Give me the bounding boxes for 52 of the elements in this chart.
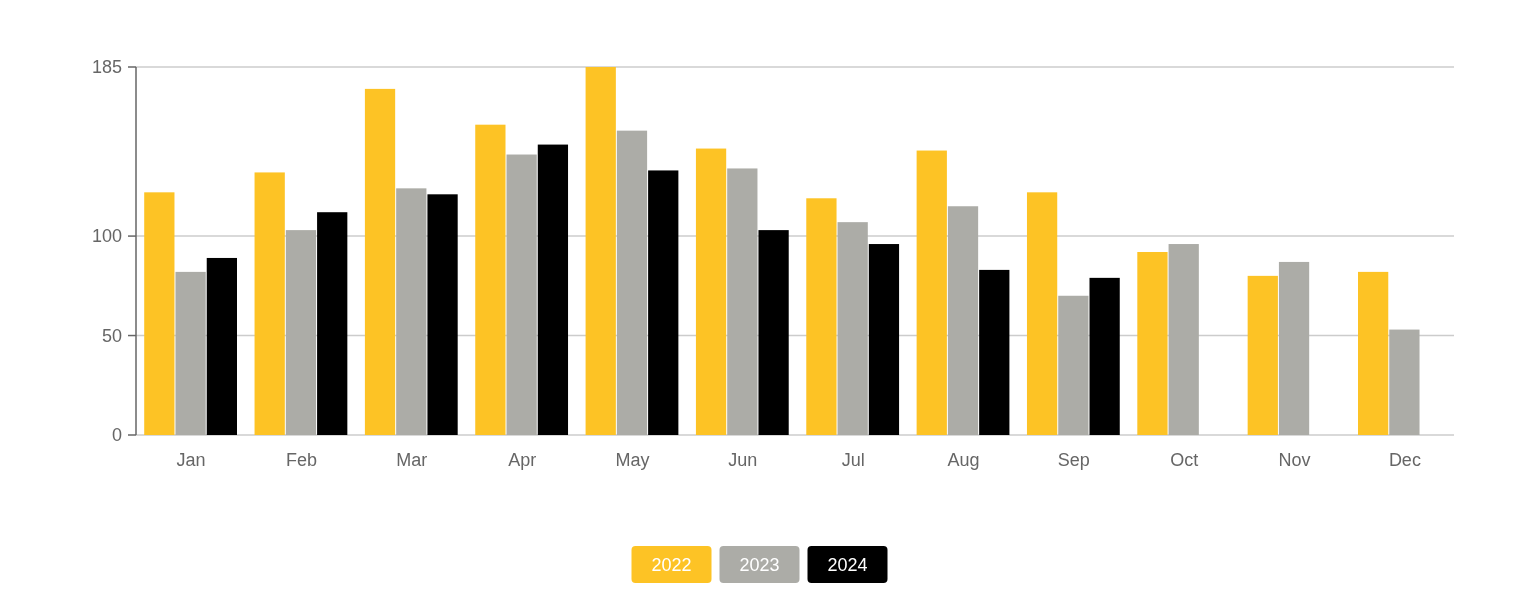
bar [1278, 261, 1310, 435]
y-tick-label: 185 [91, 57, 122, 78]
bar [585, 67, 616, 435]
bar [506, 154, 537, 435]
x-tick-label: Aug [947, 450, 980, 470]
bar [616, 130, 648, 435]
text: 2022 [651, 555, 692, 576]
bar [1358, 271, 1389, 435]
bar [285, 230, 317, 435]
x-tick-label: Apr [508, 450, 537, 470]
bar [837, 222, 868, 435]
bar [1168, 244, 1199, 435]
text: 2023 [739, 555, 780, 576]
x-tick-label: Jan [176, 450, 206, 470]
bar [868, 244, 900, 435]
bar [317, 212, 348, 435]
bar [1247, 275, 1278, 435]
bar [1089, 277, 1120, 435]
x-tick-label: Jun [728, 450, 758, 470]
bar [427, 194, 458, 435]
bar [979, 269, 1010, 435]
x-tick-label: Jul [841, 450, 865, 470]
bar [537, 144, 569, 435]
bar [206, 257, 237, 435]
bar [175, 271, 206, 435]
bar [758, 230, 789, 435]
y-tick-label: 0 [111, 425, 122, 446]
bar [806, 198, 837, 435]
bar [916, 150, 947, 435]
bar [475, 124, 506, 435]
bar [1389, 329, 1420, 435]
x-tick-label: Sep [1057, 450, 1090, 470]
x-tick-label: Mar [396, 450, 428, 470]
bar [254, 172, 285, 435]
bar [727, 168, 758, 435]
bar [144, 192, 175, 435]
bar [648, 170, 679, 435]
x-tick-label: May [615, 450, 650, 470]
bar [695, 148, 727, 435]
bar [1026, 192, 1058, 435]
y-tick-label: 50 [101, 325, 122, 346]
bar [396, 188, 427, 435]
x-tick-label: Feb [285, 450, 317, 470]
bar [947, 206, 979, 435]
x-tick-label: Oct [1170, 450, 1199, 470]
bar [1058, 295, 1089, 435]
text: 2024 [827, 555, 868, 576]
bar [1137, 252, 1168, 435]
x-tick-label: Nov [1278, 450, 1311, 470]
x-tick-label: Dec [1388, 450, 1421, 470]
bar [364, 88, 396, 435]
y-tick-label: 100 [91, 226, 122, 247]
